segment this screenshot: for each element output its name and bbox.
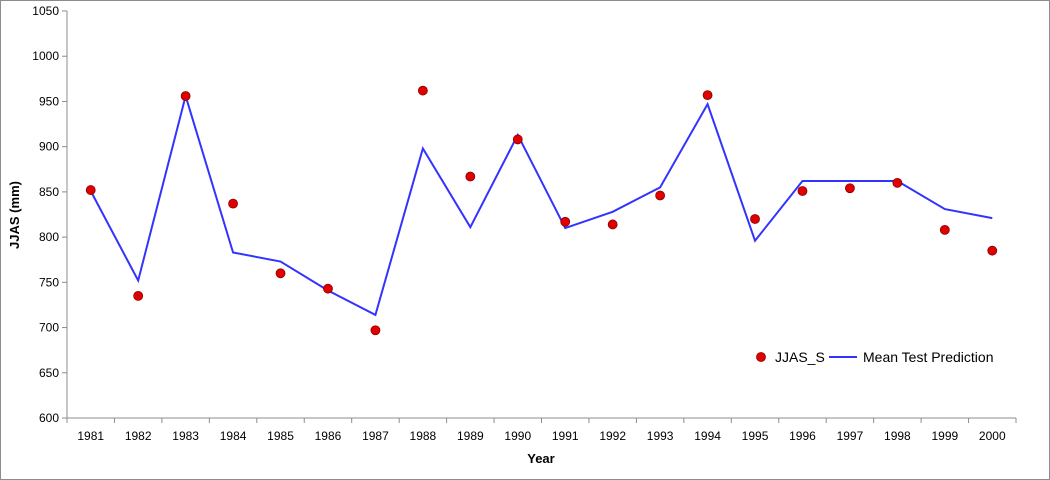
y-tick-label: 700 bbox=[39, 321, 59, 335]
x-tick-label: 1993 bbox=[647, 429, 674, 443]
prediction-line bbox=[89, 92, 993, 317]
y-tick-label: 650 bbox=[39, 366, 59, 380]
x-tick-label: 1994 bbox=[694, 429, 721, 443]
observed-point bbox=[228, 198, 238, 209]
x-tick-label: 1998 bbox=[884, 429, 911, 443]
x-tick-label: 1981 bbox=[77, 429, 104, 443]
observed-point bbox=[323, 283, 333, 294]
observed-point bbox=[85, 185, 96, 195]
y-tick-label: 1050 bbox=[32, 4, 59, 18]
observed-point bbox=[370, 325, 381, 336]
observed-point bbox=[892, 177, 903, 188]
observed-point bbox=[133, 290, 144, 301]
y-axis-ticks: 600 650 700 750 800 850 900 950 1000 1050 bbox=[32, 4, 67, 425]
x-tick-label: 1989 bbox=[457, 429, 484, 443]
y-tick-label: 950 bbox=[39, 94, 59, 108]
observed-point bbox=[607, 219, 618, 230]
x-axis-title: Year bbox=[527, 451, 554, 466]
x-tick-label: 1986 bbox=[315, 429, 342, 443]
observed-series bbox=[85, 85, 998, 336]
legend: JJAS_S Mean Test Prediction bbox=[756, 349, 993, 365]
legend-label-mean-test-prediction: Mean Test Prediction bbox=[863, 349, 993, 365]
x-tick-label: 1999 bbox=[931, 429, 958, 443]
x-tick-label: 1991 bbox=[552, 429, 579, 443]
observed-point bbox=[560, 216, 571, 227]
observed-point bbox=[655, 190, 666, 201]
x-tick-label: 1995 bbox=[742, 429, 769, 443]
observed-point bbox=[845, 183, 855, 194]
observed-point bbox=[275, 268, 286, 279]
observed-point bbox=[417, 85, 428, 96]
legend-marker-jjas-s bbox=[756, 352, 766, 362]
x-tick-label: 1996 bbox=[789, 429, 816, 443]
observed-point bbox=[939, 224, 950, 235]
y-tick-label: 850 bbox=[39, 185, 59, 199]
y-tick-label: 900 bbox=[39, 140, 59, 154]
y-axis-title: JJAS (mm) bbox=[7, 181, 22, 249]
x-axis-ticks: 1981 1982 1983 1984 1985 1986 1987 1988 1989 1990… bbox=[66, 418, 1017, 443]
x-tick-label: 1983 bbox=[172, 429, 199, 443]
x-tick-label: 1985 bbox=[267, 429, 294, 443]
y-tick-label: 800 bbox=[39, 230, 59, 244]
prediction-series bbox=[89, 92, 993, 317]
x-tick-label: 1988 bbox=[410, 429, 437, 443]
y-tick-label: 750 bbox=[39, 275, 59, 289]
observed-point bbox=[180, 91, 191, 101]
observed-point bbox=[750, 214, 760, 224]
observed-point bbox=[797, 186, 808, 196]
legend-label-jjas-s: JJAS_S bbox=[775, 349, 825, 365]
x-tick-label: 1992 bbox=[599, 429, 626, 443]
observed-point bbox=[465, 171, 476, 182]
x-tick-label: 1987 bbox=[362, 429, 389, 443]
x-tick-label: 1990 bbox=[504, 429, 531, 443]
observed-point bbox=[512, 134, 523, 145]
observed-point bbox=[987, 245, 998, 256]
y-tick-label: 1000 bbox=[32, 49, 59, 63]
x-tick-label: 1997 bbox=[837, 429, 864, 443]
x-tick-label: 2000 bbox=[979, 429, 1006, 443]
x-tick-label: 1982 bbox=[125, 429, 152, 443]
y-tick-label: 600 bbox=[39, 411, 59, 425]
x-tick-label: 1984 bbox=[220, 429, 247, 443]
observed-point bbox=[702, 90, 713, 101]
